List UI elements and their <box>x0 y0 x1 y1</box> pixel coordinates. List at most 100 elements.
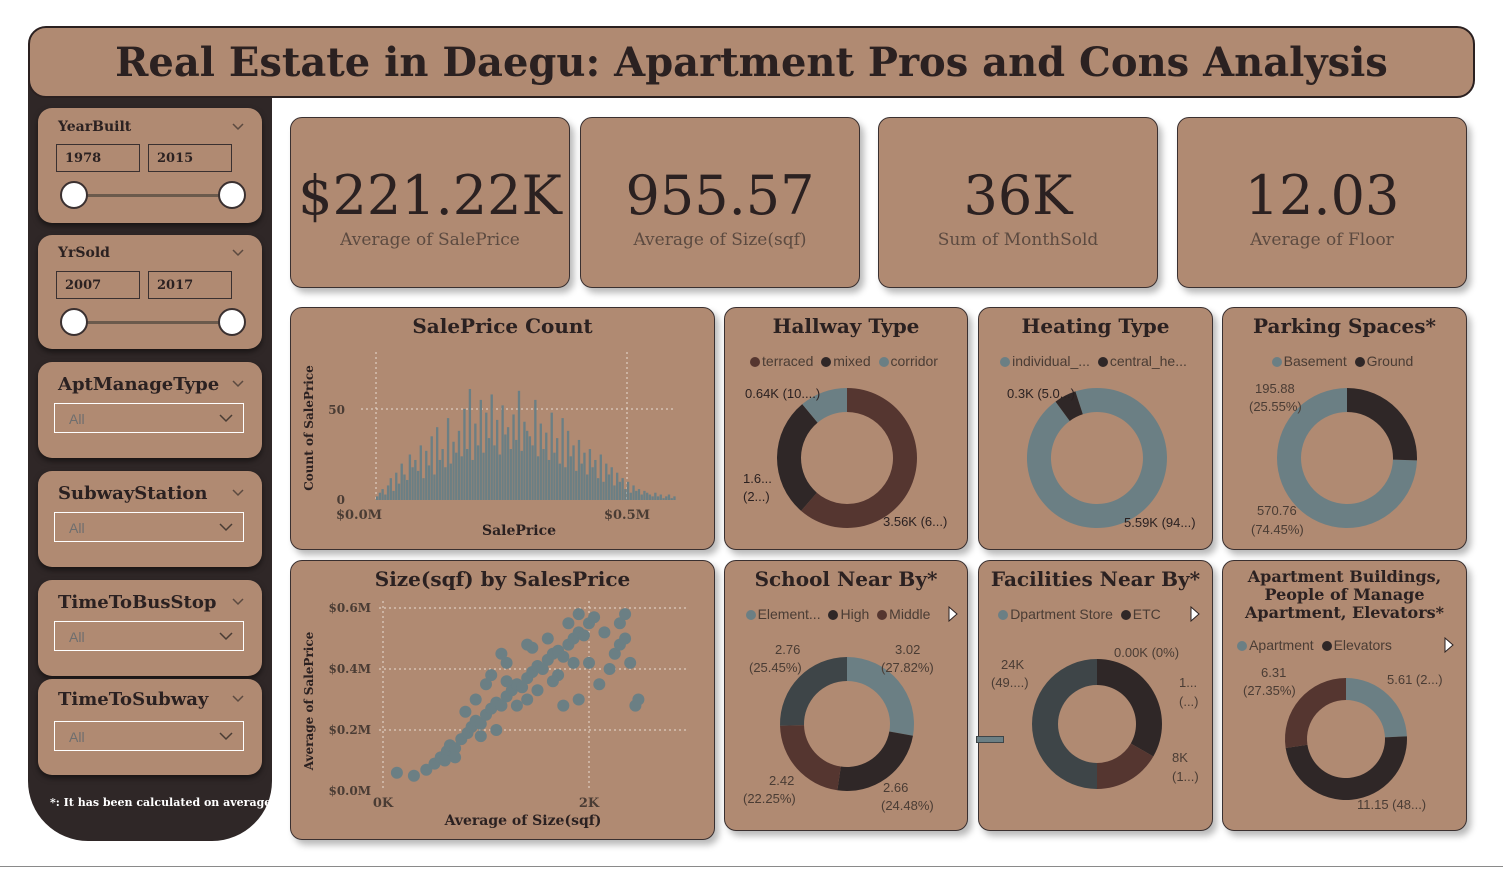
histogram-bar[interactable] <box>411 467 414 500</box>
histogram-bar[interactable] <box>479 399 482 500</box>
histogram-bar[interactable] <box>618 481 622 500</box>
scatter-point[interactable] <box>390 766 403 779</box>
scatter-point[interactable] <box>598 626 611 639</box>
donut-slice[interactable] <box>1032 659 1097 789</box>
histogram-bar[interactable] <box>509 449 512 500</box>
histogram-bar[interactable] <box>490 394 493 500</box>
histogram-bar[interactable] <box>430 436 433 500</box>
donut-slice[interactable] <box>779 657 847 726</box>
histogram-bar[interactable] <box>378 492 382 500</box>
yearbuilt-to-input[interactable]: 2015 <box>148 144 232 172</box>
histogram-bar[interactable] <box>460 456 463 500</box>
histogram-bar[interactable] <box>534 399 537 500</box>
histogram-bar[interactable] <box>466 449 469 500</box>
histogram-bar[interactable] <box>381 489 384 500</box>
yrsold-slider-max-handle[interactable] <box>218 308 246 336</box>
histogram-bar[interactable] <box>498 454 502 501</box>
histogram-bar[interactable] <box>441 449 444 500</box>
scatter-point[interactable] <box>624 656 637 669</box>
scatter-point[interactable] <box>485 669 498 682</box>
histogram-bar[interactable] <box>613 485 616 500</box>
donut-slice[interactable] <box>776 404 818 511</box>
kpi-card-size[interactable]: 955.57 Average of Size(sqf) <box>580 117 860 288</box>
histogram-bar[interactable] <box>577 439 581 500</box>
histogram-bar[interactable] <box>468 388 472 500</box>
histogram-bar[interactable] <box>632 485 635 500</box>
scatter-point[interactable] <box>500 656 513 669</box>
donut-slice[interactable] <box>1285 736 1407 801</box>
timetobusstop-dropdown[interactable]: All <box>54 621 244 651</box>
legend-next-arrow-icon[interactable] <box>947 606 959 622</box>
histogram-bar[interactable] <box>640 494 643 500</box>
histogram-bar[interactable] <box>550 412 553 500</box>
yearbuilt-slider-max-handle[interactable] <box>218 181 246 209</box>
histogram-bar[interactable] <box>515 439 518 500</box>
histogram-bar[interactable] <box>452 441 455 500</box>
histogram-bar[interactable] <box>605 463 608 500</box>
legend-item[interactable]: corridor <box>878 353 938 369</box>
histogram-bar[interactable] <box>547 459 551 500</box>
histogram-bar[interactable] <box>416 470 420 500</box>
scatter-point[interactable] <box>619 632 632 645</box>
histogram-bar[interactable] <box>670 498 673 500</box>
histogram-bar[interactable] <box>397 483 401 500</box>
histogram-bar[interactable] <box>408 454 412 501</box>
histogram-bar[interactable] <box>395 472 398 500</box>
scatter-point[interactable] <box>469 693 482 706</box>
histogram-bar[interactable] <box>637 489 641 500</box>
histogram-bar[interactable] <box>561 418 564 500</box>
histogram-bar[interactable] <box>556 438 559 500</box>
yearbuilt-from-input[interactable]: 1978 <box>56 144 140 172</box>
legend-item[interactable]: Ground <box>1354 353 1413 369</box>
yrsold-to-input[interactable]: 2017 <box>148 271 232 299</box>
histogram-bar[interactable] <box>463 409 466 500</box>
legend-item[interactable]: individual_... <box>1000 353 1090 369</box>
histogram-bar[interactable] <box>425 450 428 500</box>
histogram-bar[interactable] <box>496 419 499 500</box>
scatter-point[interactable] <box>510 699 523 712</box>
scatter-point[interactable] <box>541 632 554 645</box>
histogram-bar[interactable] <box>539 423 542 500</box>
histogram-bar[interactable] <box>651 496 654 500</box>
scatter-point[interactable] <box>516 681 529 694</box>
histogram-bar[interactable] <box>493 445 496 500</box>
histogram-bar[interactable] <box>572 445 575 500</box>
histogram-bar[interactable] <box>392 490 395 500</box>
histogram-bar[interactable] <box>419 445 422 500</box>
scatter-point[interactable] <box>588 611 601 624</box>
yearbuilt-slider-track[interactable] <box>74 194 232 197</box>
histogram-bar[interactable] <box>659 494 662 500</box>
histogram-bar[interactable] <box>512 414 515 500</box>
histogram-bar[interactable] <box>422 478 425 500</box>
scatter-point[interactable] <box>474 730 487 743</box>
histogram-bar[interactable] <box>629 492 632 500</box>
scatter-point[interactable] <box>603 663 616 675</box>
histogram-bar[interactable] <box>536 456 540 500</box>
histogram-bar[interactable] <box>662 498 665 500</box>
scatter-point[interactable] <box>449 751 462 764</box>
donut-slice[interactable] <box>1026 388 1167 529</box>
donut-slice[interactable] <box>1277 388 1417 528</box>
scatter-point[interactable] <box>557 650 570 663</box>
scatter-point[interactable] <box>562 617 575 630</box>
histogram-bar[interactable] <box>656 496 660 500</box>
scatter-point[interactable] <box>557 699 570 712</box>
saleprice-histogram-card[interactable]: SalePrice Count 50 0 $0.0M $0.5M SalePri… <box>290 307 715 550</box>
histogram-bar[interactable] <box>594 459 597 500</box>
histogram-bar[interactable] <box>386 485 390 500</box>
scatter-point[interactable] <box>438 754 451 767</box>
histogram-bar[interactable] <box>665 496 668 500</box>
chevron-down-icon[interactable] <box>232 596 244 608</box>
histogram-bar[interactable] <box>626 481 630 500</box>
legend-item[interactable]: Apartment <box>1237 637 1314 653</box>
scatter-point[interactable] <box>572 608 585 621</box>
histogram-bar[interactable] <box>449 463 452 500</box>
histogram-bar[interactable] <box>607 474 611 500</box>
histogram-bar[interactable] <box>504 434 507 500</box>
legend-item[interactable]: Elevators <box>1321 637 1392 653</box>
scatter-point[interactable] <box>480 678 492 691</box>
histogram-bar[interactable] <box>506 427 510 500</box>
histogram-bar[interactable] <box>501 405 504 500</box>
scatter-point[interactable] <box>536 663 549 675</box>
histogram-bar[interactable] <box>588 449 592 500</box>
